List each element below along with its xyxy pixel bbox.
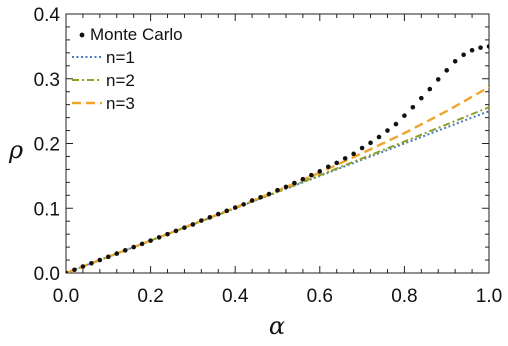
data-point (410, 104, 416, 110)
data-point (165, 231, 170, 237)
data-point (393, 121, 399, 127)
data-point (66, 270, 69, 273)
legend: Monte Carlo n=1 n=2 n=3 (72, 25, 183, 113)
data-point (148, 238, 153, 243)
data-point (241, 202, 246, 207)
axis-ticks (65, 13, 490, 274)
data-point (292, 180, 297, 186)
data-point (232, 205, 238, 210)
data-point (334, 160, 340, 166)
series-line-n-3 (66, 86, 489, 273)
y-tick-label: 0.3 (34, 70, 60, 91)
x-tick-label: 0.8 (391, 286, 417, 307)
data-point (478, 45, 483, 50)
data-point (359, 145, 365, 151)
data-point (317, 169, 323, 174)
legend-item-monte-carlo: Monte Carlo (79, 25, 183, 44)
legend-label: n=3 (106, 94, 135, 113)
data-point (249, 198, 255, 203)
data-point (419, 95, 424, 101)
y-tick-label: 0.1 (34, 199, 60, 220)
data-point (351, 151, 356, 157)
data-point (173, 228, 179, 234)
data-point (300, 176, 306, 182)
x-tick-label: 1.0 (476, 286, 502, 307)
data-point (114, 251, 120, 256)
data-point (427, 86, 433, 92)
data-point (182, 225, 187, 230)
data-point (309, 172, 314, 178)
legend-label: Monte Carlo (90, 25, 183, 44)
data-point (224, 208, 230, 214)
legend-label: n=1 (106, 48, 135, 67)
data-point (376, 134, 382, 140)
legend-marker (79, 32, 85, 38)
data-point (385, 128, 390, 133)
data-point (402, 113, 407, 118)
x-tick-label: 0.2 (137, 286, 163, 307)
y-tick-label: 0.0 (34, 264, 60, 285)
data-point (131, 244, 136, 250)
data-point (452, 58, 458, 64)
x-tick-label: 0.6 (307, 286, 333, 307)
data-point (368, 140, 373, 146)
y-tick-label: 0.2 (34, 135, 60, 156)
data-point (469, 47, 475, 53)
data-point (444, 68, 450, 73)
x-axis-label: α (269, 312, 285, 340)
data-point (72, 267, 77, 273)
data-point (342, 156, 348, 161)
data-point (207, 215, 213, 220)
data-point (122, 248, 128, 253)
data-point (325, 164, 331, 170)
y-axis-label: ρ (8, 136, 23, 164)
x-tick-label: 0.4 (222, 286, 249, 307)
data-point (266, 191, 272, 197)
data-point (283, 184, 289, 190)
data-point (80, 264, 86, 269)
data-point (89, 260, 94, 266)
tick-labels: 0.0 0.2 0.4 0.6 0.8 1.0 0.0 0.1 0.2 0.3 0.4 (34, 5, 503, 307)
y-tick-label: 0.4 (34, 5, 61, 26)
data-point (139, 241, 145, 247)
series-layer (66, 44, 489, 273)
data-point (275, 187, 280, 193)
legend-item-n-2: n=2 (72, 71, 135, 90)
data-point (106, 254, 111, 260)
data-point (190, 222, 196, 227)
data-point (97, 257, 103, 263)
data-point (215, 211, 221, 217)
data-point (258, 194, 263, 200)
data-point (486, 44, 489, 49)
legend-label: n=2 (106, 71, 135, 90)
legend-item-n-1: n=1 (72, 48, 135, 67)
data-point (199, 218, 204, 223)
data-point (461, 52, 466, 58)
x-tick-label: 0.0 (53, 286, 79, 307)
legend-item-n-3: n=3 (72, 94, 135, 113)
data-point (156, 235, 162, 240)
data-point (435, 77, 441, 82)
series-monte-carlo (66, 44, 489, 273)
